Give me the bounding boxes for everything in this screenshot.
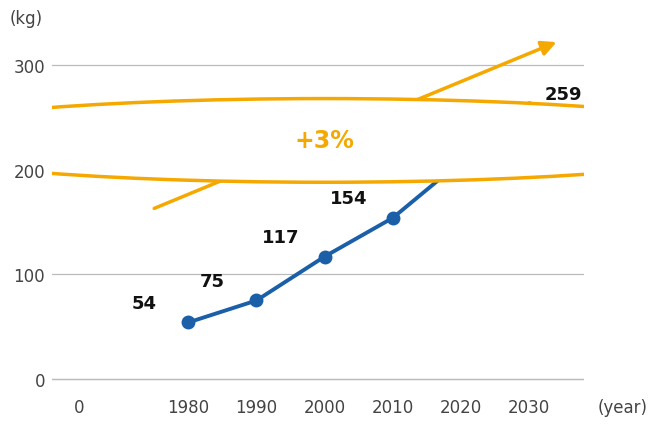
- Text: 117: 117: [262, 228, 299, 247]
- Text: 75: 75: [199, 272, 224, 291]
- Text: 2030: 2030: [508, 398, 550, 416]
- Text: (year): (year): [597, 398, 647, 416]
- Text: 1990: 1990: [236, 398, 278, 416]
- Text: 0: 0: [74, 398, 84, 416]
- Text: 54: 54: [132, 294, 157, 312]
- Text: 2010: 2010: [372, 398, 414, 416]
- Text: 154: 154: [330, 190, 367, 208]
- Text: 1980: 1980: [167, 398, 209, 416]
- Text: 208: 208: [398, 134, 436, 152]
- Text: +3%: +3%: [295, 129, 355, 153]
- Ellipse shape: [0, 99, 658, 183]
- Text: (kg): (kg): [9, 10, 43, 28]
- Text: 2020: 2020: [440, 398, 482, 416]
- Text: 259: 259: [545, 86, 582, 104]
- Text: 2000: 2000: [303, 398, 345, 416]
